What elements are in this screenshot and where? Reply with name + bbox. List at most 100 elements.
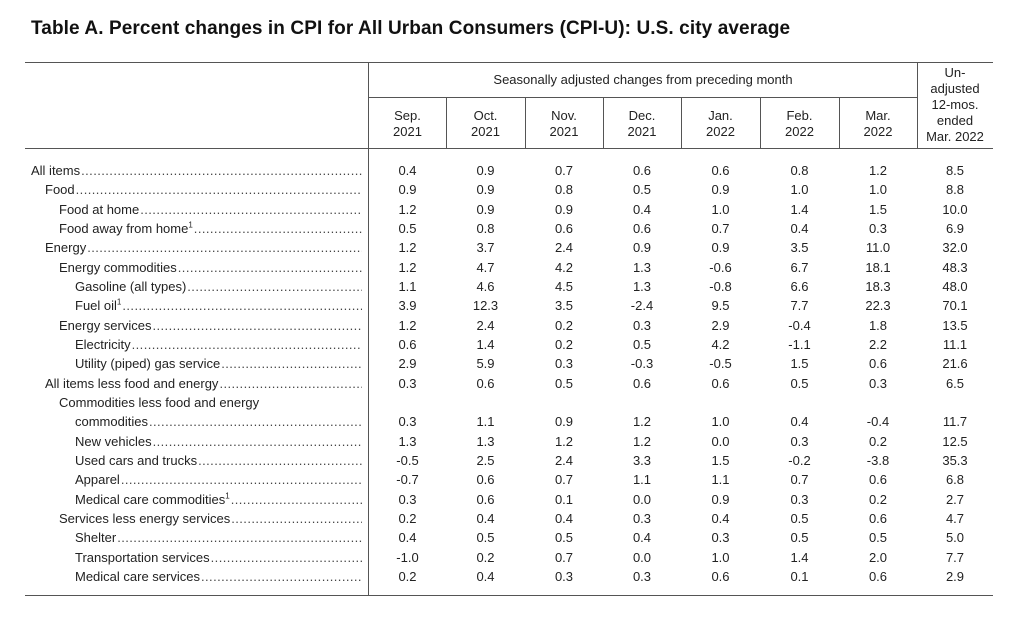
row-label-text: commodities: [75, 412, 148, 431]
month-header-line2: 2021: [393, 124, 422, 139]
table-cell: 2.9: [398, 356, 417, 372]
table-cell: 0.4: [398, 530, 417, 546]
row-label: Gasoline (all types): [75, 277, 362, 296]
table-cell: 0.8: [790, 163, 809, 178]
table-cell: -1.0: [396, 549, 419, 565]
row-label-name: Energy services: [59, 317, 152, 333]
table-cell: 1.5: [868, 201, 888, 217]
table-cell: 8.5: [945, 163, 965, 178]
leader-dots: [231, 509, 362, 528]
table-cell: 3.5: [554, 298, 574, 314]
table-cell: 1.4: [476, 336, 495, 352]
stub-column-rule: [368, 62, 369, 595]
leader-dots: [194, 219, 362, 238]
table-cell: 0.4: [476, 510, 495, 526]
month-header-line1: Dec.: [628, 108, 656, 123]
row-label: Used cars and trucks: [75, 451, 362, 470]
table-title: Table A. Percent changes in CPI for All …: [31, 18, 791, 39]
row-label-text: Fuel oil1: [75, 296, 121, 315]
row-label-text: All items less food and energy: [45, 374, 218, 393]
table-cell: 2.0: [868, 549, 888, 565]
month-column-rule: [525, 97, 526, 148]
table-cell: 0.2: [398, 568, 417, 584]
leader-dots: [81, 161, 362, 180]
table-cell: 11.7: [942, 414, 968, 430]
table-cell: 0.0: [632, 549, 652, 565]
table-cell: 0.5: [632, 182, 652, 198]
table-cell: -0.3: [630, 356, 654, 372]
table-cell: 0.9: [398, 182, 417, 198]
row-label-text: Food at home: [59, 200, 139, 219]
row-label-name: All items less food and energy: [45, 375, 219, 391]
row-label-text: Used cars and trucks: [75, 451, 197, 470]
table-cell: 0.3: [711, 530, 730, 546]
unadjusted-header-line: 12-mos.: [931, 97, 979, 112]
month-header-line2: 2022: [863, 124, 893, 139]
month-header-line1: Feb.: [786, 108, 813, 123]
row-label-text: Transportation services: [75, 548, 210, 567]
table-cell: 0.2: [476, 549, 495, 565]
row-label-name: Food: [45, 182, 75, 198]
leader-dots: [149, 412, 362, 431]
table-cell: 0.6: [868, 472, 888, 488]
row-label: Food away from home1: [59, 219, 362, 238]
month-header-line1: Nov.: [551, 108, 577, 123]
table-cell: 0.4: [476, 568, 495, 584]
table-cell: 0.5: [790, 510, 809, 526]
table-cell: -0.5: [396, 452, 419, 468]
row-label-name: Transportation services: [75, 549, 210, 565]
table-cell: 3.7: [476, 240, 495, 256]
row-label-name: Energy: [45, 240, 87, 256]
table-cell: 1.0: [711, 201, 730, 217]
row-label-text: Apparel: [75, 470, 120, 489]
table-cell: 0.4: [790, 414, 809, 430]
row-label-text: New vehicles: [75, 432, 152, 451]
table-cell: 0.3: [554, 356, 574, 372]
table-cell: 1.0: [711, 414, 730, 430]
table-cell: 0.5: [790, 530, 809, 546]
table-cell: 0.6: [476, 375, 495, 391]
table-cell: 0.4: [632, 530, 652, 546]
table-cell: 0.6: [476, 472, 495, 488]
group-header-rule: [369, 97, 917, 98]
row-label-text: Food: [45, 180, 75, 199]
table-cell: 0.6: [868, 568, 888, 584]
table-cell: 0.6: [398, 336, 417, 352]
table-cell: 0.9: [632, 240, 652, 256]
table-cell: 1.3: [476, 433, 495, 449]
unadjusted-column-rule: [917, 62, 918, 148]
row-label-text: Energy services: [59, 316, 151, 335]
table-cell: 0.0: [711, 433, 730, 449]
table-cell: 0.7: [554, 472, 574, 488]
table-cell: 4.7: [476, 259, 495, 275]
table-cell: 0.3: [790, 433, 809, 449]
row-label-name: Food away from home: [59, 220, 189, 236]
row-label-text: Shelter: [75, 528, 116, 547]
month-column-rule: [760, 97, 761, 148]
table-cell: 10.0: [942, 201, 968, 217]
table-cell: 0.9: [711, 240, 730, 256]
table-cell: 0.6: [711, 163, 730, 178]
table-cell: 0.3: [632, 568, 652, 584]
table-cell: 1.0: [711, 549, 730, 565]
row-label-name: Energy commodities: [59, 259, 177, 275]
table-cell: 1.2: [868, 163, 888, 178]
table-cell: 6.9: [945, 220, 965, 236]
leader-dots: [153, 432, 362, 451]
table-cell: 1.4: [790, 201, 809, 217]
month-column-rule: [681, 97, 682, 148]
row-label-name: commodities: [75, 414, 148, 430]
table-cell: -0.2: [788, 452, 811, 468]
table-cell: 0.3: [398, 375, 417, 391]
table-cell: 12.3: [472, 298, 499, 314]
table-cell: 0.6: [868, 510, 888, 526]
table-cell: 0.5: [554, 375, 574, 391]
row-label-name: Gasoline (all types): [75, 278, 187, 294]
group-header-label: Seasonally adjusted changes from precedi…: [493, 72, 793, 87]
table-cell: 9.5: [711, 298, 730, 314]
table-cell: 2.7: [945, 491, 965, 507]
month-column-rule: [603, 97, 604, 148]
table-cell: 11.1: [942, 336, 968, 352]
table-cell: 1.2: [398, 259, 417, 275]
footnote-marker: 1: [188, 220, 193, 230]
